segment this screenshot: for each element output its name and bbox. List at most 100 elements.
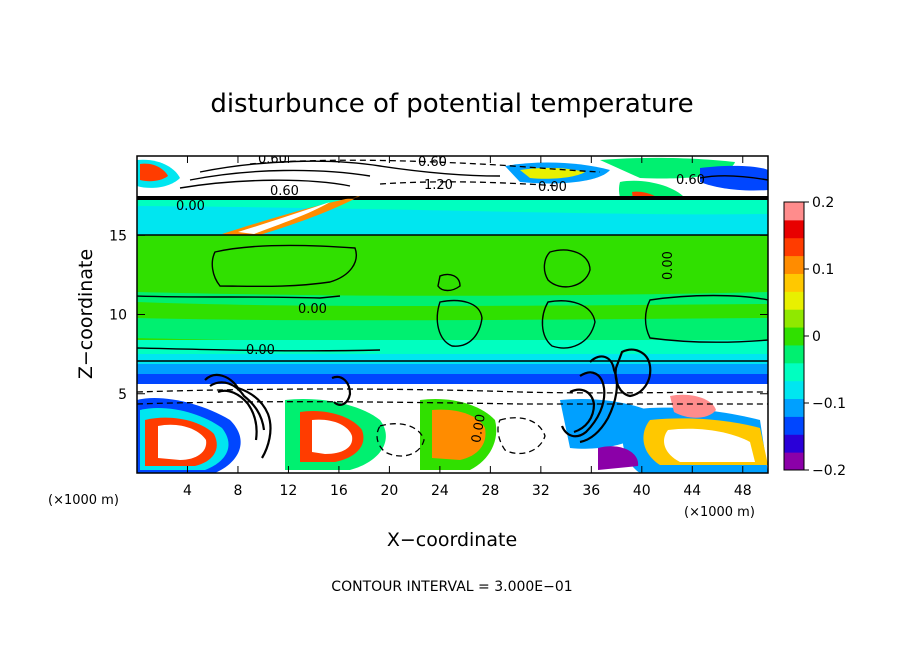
colorbar-swatch [784,398,804,417]
y-tick-label: 10 [109,308,127,324]
contour-label: 0.60 [418,155,447,170]
chart-title: disturbunce of potential temperature [210,89,693,119]
x-tick-label: 48 [734,483,752,499]
contour-label: 0.00 [469,413,489,444]
lower-teal-band [137,340,768,354]
cell-2-b [560,371,606,438]
x-tick-label: 40 [633,483,651,499]
lower-light-green-stripe [137,318,768,343]
cell-2-a [579,355,618,444]
x-tick-label: 44 [683,483,701,499]
x-tick-label: 32 [532,483,550,499]
contour-label: 0.00 [538,180,567,195]
contour-lines [137,160,768,362]
colorbar-swatch [784,362,804,382]
colorbar-swatch [784,202,804,221]
cell-3 [331,375,352,406]
cell-1-c [217,389,258,441]
dashed-bl-4 [376,423,425,457]
y-axis-label: Z−coordinate [75,249,97,379]
colorbar-swatch [784,219,804,239]
bl-patch-5-white [664,428,755,462]
x-tick-label: 28 [481,483,499,499]
x-unit-left: (×1000 m) [48,493,119,508]
cell-2-d [614,348,652,398]
contour-label: 0.00 [176,199,205,214]
colorbar: 0.2 0.1 0 −0.1 −0.2 [783,195,846,479]
colorbar-tick-label: 0.2 [812,195,834,211]
contour-patch-3 [543,249,591,288]
bl-patch-3-warm [432,409,486,460]
colorbar-swatch [784,291,804,310]
contour-label: 0.00 [246,343,275,358]
x-axis-label: X−coordinate [387,529,517,551]
top-patch-right-cold [700,165,768,191]
dashed-top-2 [379,181,561,187]
colorbar-swatch [784,309,804,328]
colorbar-swatch [784,416,804,435]
x-unit-right: (×1000 m) [684,505,755,520]
contour-label: 0.00 [298,302,327,317]
upper-teal-band [137,200,768,215]
colorbar-tick-label: 0.1 [812,262,834,278]
cell-2-c [569,388,596,434]
x-axis: 4 8 12 16 20 24 28 32 36 40 44 48 [183,156,752,499]
bl-patch-1-white [158,424,207,460]
x-tick-label: 12 [280,483,298,499]
colorbar-swatch [784,452,804,471]
colorbar-swatch [784,344,804,364]
colorbar-swatch [784,434,804,453]
x-tick-label: 24 [431,483,449,499]
contour-patch-6 [644,294,768,343]
contour-patch-5 [541,300,596,349]
colorbar-swatch [784,380,804,400]
colorbar-swatch [784,273,804,292]
bl-patch-6 [670,394,716,418]
diagonal-white-streak [238,202,330,234]
contour-top-3 [179,179,351,189]
dashed-top-1 [249,159,601,173]
contour-line-mid [137,295,341,299]
x-tick-label: 16 [330,483,348,499]
contour-interval-note: CONTOUR INTERVAL = 3.000E−01 [331,579,572,595]
x-tick-label: 36 [582,483,600,499]
contour-line-low [137,347,381,352]
y-tick-label: 5 [118,387,127,403]
x-tick-label: 4 [183,483,192,499]
lower-cyan-band [137,354,768,364]
bl-patch-2-white [312,419,353,454]
contour-top-4 [699,175,768,181]
contour-label: 1.20 [424,178,453,193]
dashed-bl-1 [137,388,768,394]
contour-label: 0.00 [661,251,676,280]
contour-label: 0.60 [676,173,705,188]
colorbar-swatch [784,255,804,274]
top-patch-left-hot [140,163,168,182]
negative-contours [137,159,768,457]
mid-light-green-stripe [137,292,768,306]
top-patch-mid-warm [520,167,585,179]
colorbar-tick-label: 0 [812,329,821,345]
convective-contours [204,348,652,459]
colorbar-swatch [784,237,804,257]
contour-patch-1 [211,244,357,288]
x-tick-label: 20 [380,483,398,499]
contour-patch-2 [437,273,461,292]
x-tick-label: 8 [233,483,242,499]
contour-label: 0.60 [258,152,287,167]
cell-1-a [204,373,272,459]
lower-light-blue-band [137,364,768,374]
cell-1-b [209,381,266,431]
temperature-field: 0.60 0.60 0.60 0.60 1.20 0.00 0.00 0.00 … [137,152,768,473]
contour-label: 0.60 [270,184,299,199]
colorbar-swatch [784,327,804,346]
y-tick-label: 15 [109,228,127,244]
colorbar-tick-label: −0.2 [812,463,846,479]
colorbar-tick-label: −0.1 [812,396,846,412]
dashed-bl-2 [137,401,768,405]
contour-top-2 [189,169,371,181]
lower-blue-band [137,374,768,384]
contour-patch-4 [436,299,483,347]
bl-patch-7 [598,446,639,470]
